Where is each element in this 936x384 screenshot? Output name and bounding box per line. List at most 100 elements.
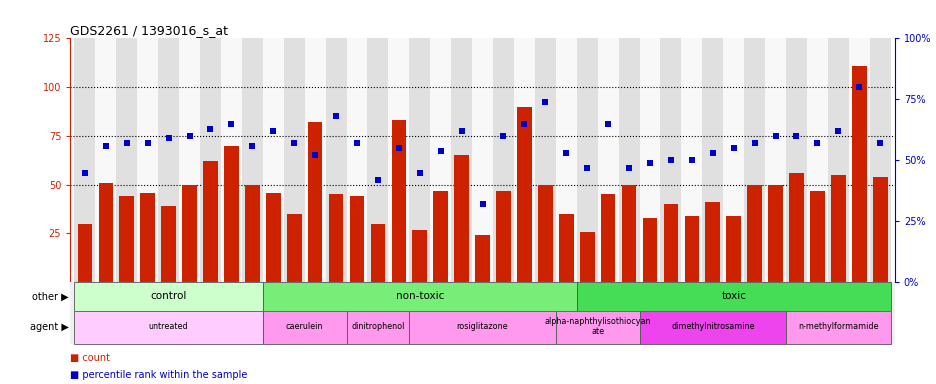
Bar — [161, 206, 176, 282]
Bar — [827, 38, 848, 282]
Bar — [555, 311, 639, 344]
Bar — [221, 38, 241, 282]
Bar — [684, 216, 698, 282]
Bar — [78, 224, 92, 282]
Bar — [262, 311, 346, 344]
Bar — [74, 38, 95, 282]
Bar — [537, 185, 552, 282]
Bar — [199, 38, 221, 282]
Bar — [577, 282, 890, 311]
Bar — [119, 196, 134, 282]
Bar — [450, 38, 472, 282]
Bar — [409, 38, 430, 282]
Bar — [788, 173, 803, 282]
Bar — [304, 38, 325, 282]
Text: rosiglitazone: rosiglitazone — [456, 322, 508, 331]
Bar — [830, 175, 845, 282]
Text: dinitrophenol: dinitrophenol — [351, 322, 404, 331]
Bar — [95, 38, 116, 282]
Bar — [618, 38, 639, 282]
Text: GDS2261 / 1393016_s_at: GDS2261 / 1393016_s_at — [70, 24, 228, 37]
Bar — [454, 156, 468, 282]
Text: other ▶: other ▶ — [32, 291, 68, 302]
Bar — [639, 311, 785, 344]
Bar — [329, 194, 343, 282]
Bar — [140, 192, 154, 282]
Bar — [367, 38, 388, 282]
Bar — [579, 232, 593, 282]
Bar — [705, 202, 720, 282]
Bar — [869, 38, 890, 282]
Bar — [723, 38, 743, 282]
Bar — [872, 177, 886, 282]
Bar — [412, 230, 427, 282]
Bar — [241, 38, 262, 282]
Bar — [768, 185, 782, 282]
Bar — [725, 216, 740, 282]
Bar — [74, 311, 262, 344]
Bar — [496, 190, 510, 282]
Text: n-methylformamide: n-methylformamide — [797, 322, 878, 331]
Bar — [266, 192, 280, 282]
Bar — [492, 38, 514, 282]
Text: caerulein: caerulein — [285, 322, 323, 331]
Bar — [391, 120, 405, 282]
Bar — [534, 38, 555, 282]
Bar — [244, 185, 259, 282]
Bar — [785, 311, 890, 344]
Bar — [179, 38, 199, 282]
Bar — [409, 311, 555, 344]
Bar — [262, 282, 577, 311]
Bar — [577, 38, 597, 282]
Bar — [702, 38, 723, 282]
Text: ■ count: ■ count — [70, 353, 110, 363]
Bar — [98, 183, 113, 282]
Bar — [116, 38, 137, 282]
Bar — [747, 185, 761, 282]
Bar — [262, 38, 284, 282]
Text: alpha-naphthylisothiocyan
ate: alpha-naphthylisothiocyan ate — [544, 317, 651, 336]
Bar — [642, 218, 656, 282]
Bar — [743, 38, 765, 282]
Text: agent ▶: agent ▶ — [30, 322, 68, 333]
Bar — [182, 185, 197, 282]
Text: untreated: untreated — [149, 322, 188, 331]
Bar — [597, 38, 618, 282]
Text: control: control — [151, 291, 186, 301]
Bar — [810, 190, 824, 282]
Bar — [346, 38, 367, 282]
Bar — [848, 38, 869, 282]
Bar — [517, 107, 531, 282]
Bar — [137, 38, 158, 282]
Text: toxic: toxic — [721, 291, 745, 301]
Bar — [785, 38, 806, 282]
Bar — [286, 214, 301, 282]
Bar — [433, 190, 447, 282]
Bar — [851, 66, 866, 282]
Bar — [371, 224, 385, 282]
Bar — [472, 38, 492, 282]
Bar — [74, 282, 262, 311]
Text: dimethylnitrosamine: dimethylnitrosamine — [670, 322, 753, 331]
Bar — [475, 235, 490, 282]
Bar — [158, 38, 179, 282]
Bar — [559, 214, 573, 282]
Bar — [806, 38, 827, 282]
Bar — [660, 38, 680, 282]
Bar — [680, 38, 702, 282]
Bar — [663, 204, 678, 282]
Bar — [600, 194, 615, 282]
Text: ■ percentile rank within the sample: ■ percentile rank within the sample — [70, 370, 247, 380]
Bar — [203, 161, 217, 282]
Bar — [346, 311, 409, 344]
Bar — [325, 38, 346, 282]
Bar — [555, 38, 577, 282]
Bar — [765, 38, 785, 282]
Bar — [430, 38, 450, 282]
Bar — [284, 38, 304, 282]
Bar — [224, 146, 239, 282]
Bar — [349, 196, 364, 282]
Bar — [308, 122, 322, 282]
Bar — [388, 38, 409, 282]
Text: non-toxic: non-toxic — [395, 291, 444, 301]
